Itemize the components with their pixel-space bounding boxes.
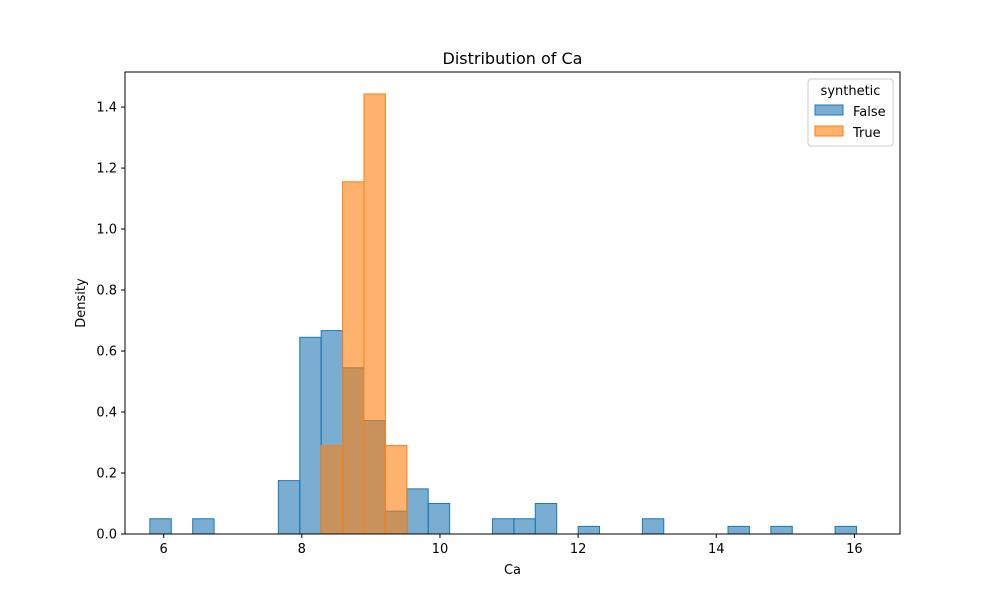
y-axis-label: Density (74, 278, 89, 328)
bar-false-12 (534, 503, 558, 535)
x-tick-label-14: 14 (708, 542, 725, 557)
plot-frame (124, 71, 901, 535)
series-false-bars (149, 330, 857, 535)
y-tick-label-0.4: 0.4 (96, 406, 117, 421)
x-axis-label: Ca (504, 563, 521, 578)
y-tick-label-0.0: 0.0 (96, 528, 117, 543)
y-tick-label-1.2: 1.2 (96, 162, 117, 177)
legend-swatch-true (814, 125, 844, 137)
x-tick-label-10: 10 (432, 542, 449, 557)
bar-true-3 (384, 445, 408, 535)
bar-false-10 (491, 518, 515, 535)
legend-swatch-false (814, 104, 844, 116)
bar-false-14 (641, 518, 665, 535)
bar-true-2 (363, 93, 386, 535)
chart-title: Distribution of Ca (443, 49, 583, 68)
bar-false-17 (834, 525, 857, 535)
bar-false-8 (406, 488, 429, 535)
x-axis-ticks: 6 8 10 12 14 16 (160, 534, 863, 557)
x-tick-label-12: 12 (570, 542, 587, 557)
y-tick-label-0.6: 0.6 (96, 345, 117, 360)
bar-false-16 (770, 525, 793, 535)
bar-false-3 (299, 336, 322, 535)
y-tick-label-1.0: 1.0 (96, 223, 117, 238)
legend: synthetic False True (807, 78, 894, 147)
legend-label-true: True (852, 126, 881, 141)
legend-title: synthetic (821, 84, 881, 99)
legend-label-false: False (853, 105, 886, 120)
bar-true-0 (320, 445, 344, 535)
x-tick-label-16: 16 (846, 542, 863, 557)
y-tick-label-0.8: 0.8 (96, 284, 117, 299)
bar-false-0 (149, 518, 172, 535)
bar-false-11 (513, 518, 536, 535)
bar-false-13 (577, 525, 601, 535)
bar-false-9 (427, 503, 451, 535)
bar-true-1 (342, 181, 365, 535)
x-tick-label-6: 6 (160, 542, 168, 557)
series-true-bars (320, 93, 408, 535)
y-tick-label-0.2: 0.2 (96, 467, 117, 482)
y-tick-label-1.4: 1.4 (96, 101, 117, 116)
bar-false-1 (192, 518, 215, 535)
y-axis-ticks: 0.0 0.2 0.4 0.6 0.8 1.0 1.2 1.4 (96, 101, 125, 543)
bar-false-2 (277, 480, 301, 535)
x-tick-label-8: 8 (298, 542, 306, 557)
bar-false-15 (727, 525, 750, 535)
